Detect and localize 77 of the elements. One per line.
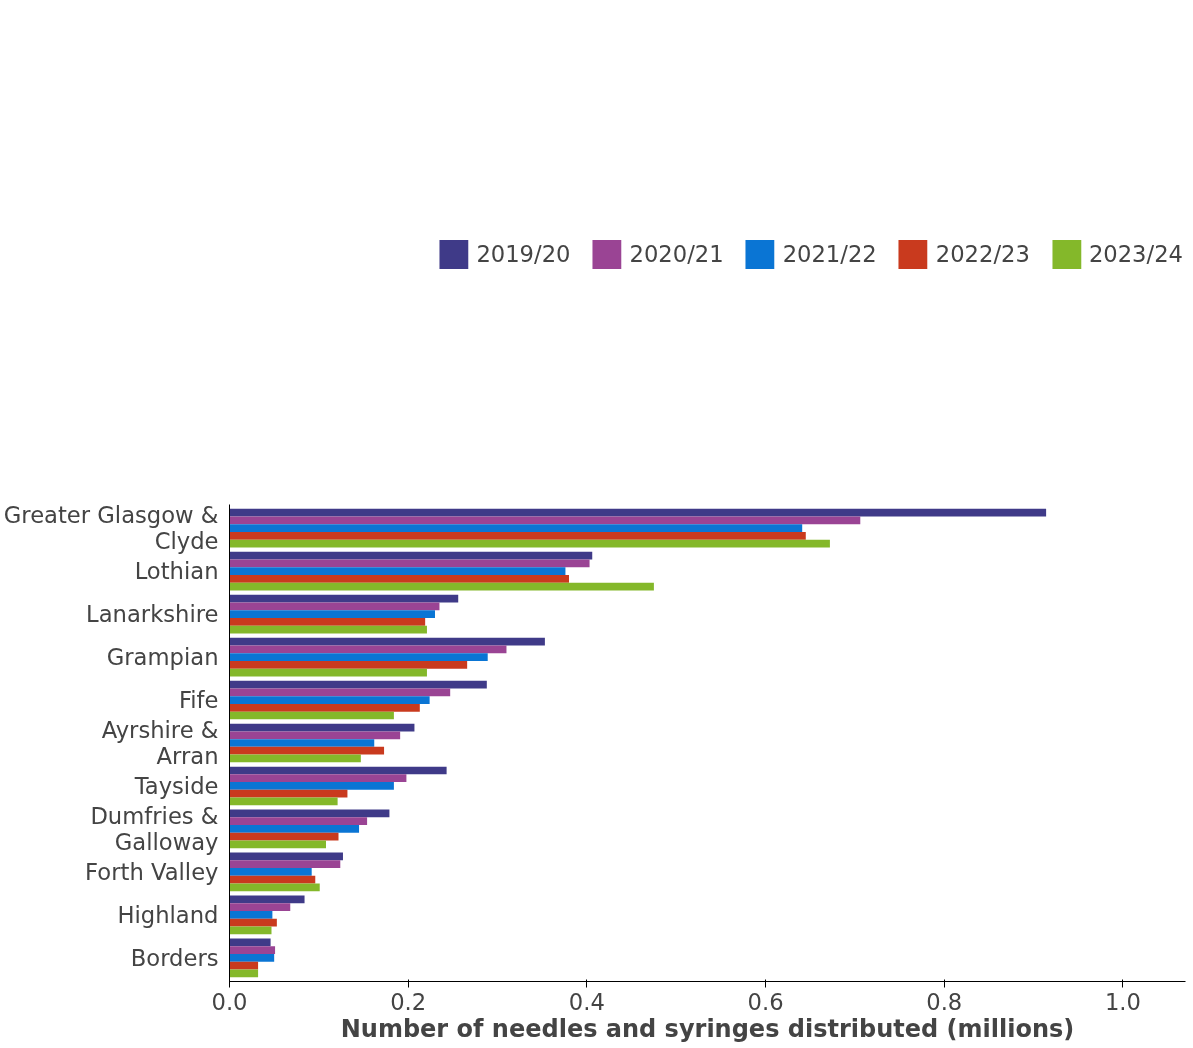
bar: [229, 766, 447, 775]
x-tick-label: 0.4: [568, 988, 605, 1015]
x-tick-label: 0.0: [211, 988, 248, 1015]
x-tick-label: 0.2: [390, 988, 427, 1015]
bar: [229, 954, 275, 962]
bar: [229, 516, 861, 525]
bar: [229, 731, 401, 740]
bar: [229, 875, 316, 884]
y-tick-label: Forth Valley: [85, 858, 219, 885]
bar: [229, 559, 590, 568]
bar: [229, 946, 276, 954]
x-tick-label: 0.8: [926, 988, 963, 1015]
bar: [229, 660, 468, 669]
bar: [229, 782, 394, 790]
bar: [229, 789, 348, 798]
x-tick-label: 1.0: [1104, 988, 1141, 1015]
bar: [229, 539, 830, 548]
legend-label: 2022/23: [935, 241, 1030, 267]
bar: [229, 754, 361, 763]
bar: [229, 852, 343, 861]
bar: [229, 637, 545, 646]
bar: [229, 625, 427, 634]
y-tick-label: Highland: [117, 901, 219, 928]
y-tick-label: Greater Glasgow & Clyde: [3, 502, 219, 555]
legend-label: 2020/21: [629, 241, 724, 267]
bar: [229, 582, 654, 591]
bar: [229, 653, 488, 661]
y-tick-label: Grampian: [106, 644, 219, 671]
bar: [229, 825, 360, 833]
y-tick-label: Dumfries & Galloway: [90, 802, 219, 855]
bar: [229, 746, 385, 755]
bar: [229, 617, 426, 626]
bar: [229, 723, 415, 732]
y-tick-label: Lanarkshire: [86, 601, 219, 628]
y-tick-label: Ayrshire & Arran: [101, 717, 219, 769]
bar: [229, 645, 507, 654]
bar: [229, 524, 803, 532]
x-tick-label: 0.6: [747, 988, 784, 1015]
bar: [229, 610, 435, 618]
bar: [229, 938, 271, 947]
bar: [229, 602, 440, 611]
bar: [229, 703, 420, 712]
bar: [229, 911, 273, 919]
bar: [229, 860, 341, 869]
bar: [229, 817, 368, 826]
bar: [229, 832, 339, 841]
bar: [229, 797, 338, 806]
bar: [229, 926, 272, 935]
bar: [229, 774, 407, 783]
bar: [229, 508, 1047, 517]
y-tick-label: Tayside: [133, 772, 219, 799]
bar: [229, 918, 277, 927]
legend-label: 2021/22: [782, 241, 877, 267]
bar: [229, 809, 390, 818]
bar: [229, 551, 593, 560]
legend-label: 2023/24: [1088, 241, 1183, 267]
bar: [229, 668, 427, 677]
y-tick-label: Borders: [130, 944, 219, 971]
bar: [229, 532, 806, 540]
bar: [229, 680, 487, 689]
bar: [229, 969, 259, 978]
bar: [229, 696, 430, 704]
y-tick-label: Lothian: [134, 558, 219, 585]
bar: [229, 567, 566, 575]
bar: [229, 840, 326, 849]
bar: [229, 895, 305, 904]
bar: [229, 903, 291, 912]
bar: [229, 574, 570, 583]
x-axis-title: Number of needles and syringes distributed (millions): [340, 1014, 1075, 1043]
bar: [229, 711, 394, 720]
bar: [229, 688, 451, 697]
bar: [229, 883, 320, 892]
bar: [229, 868, 312, 876]
bar: [229, 594, 459, 603]
legend-label: 2019/20: [476, 241, 571, 267]
y-tick-label: Fife: [178, 687, 219, 714]
bar: [229, 739, 375, 747]
